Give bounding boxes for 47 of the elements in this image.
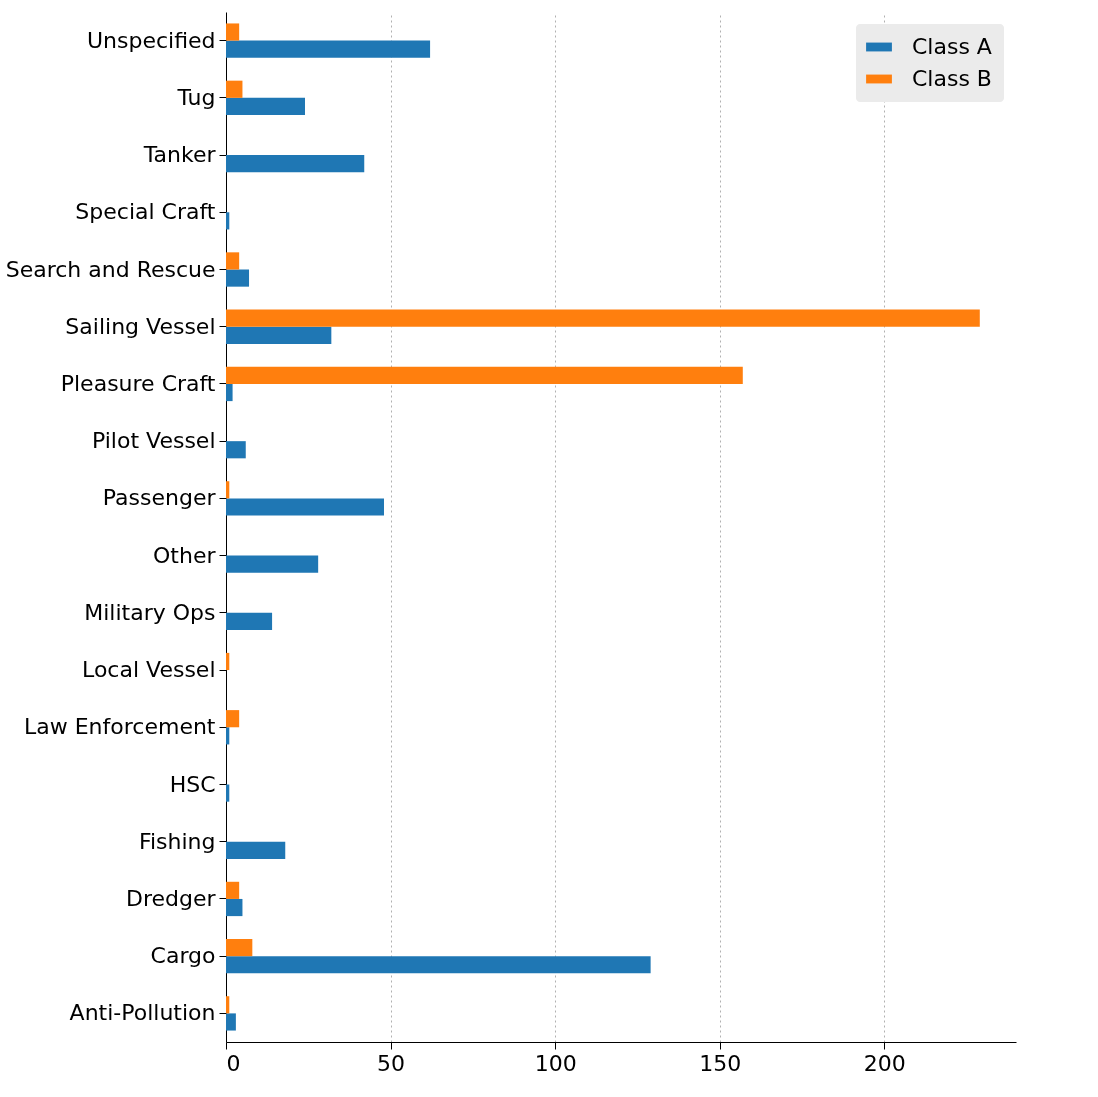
y-tick-label: Special Craft	[75, 199, 216, 225]
x-tick-label: 150	[699, 1050, 742, 1076]
y-tick-label: Tug	[176, 84, 216, 110]
bar	[226, 898, 243, 917]
bar	[226, 841, 286, 859]
y-tick-label: Pilot Vessel	[91, 428, 216, 454]
y-tick-label: Fishing	[138, 828, 216, 854]
bar	[226, 612, 273, 630]
bar	[226, 383, 233, 402]
x-tick-label: 0	[226, 1050, 241, 1076]
bar	[226, 441, 246, 459]
y-tick-label: Other	[153, 542, 217, 568]
y-tick-label: Cargo	[150, 943, 216, 969]
bar	[226, 555, 319, 573]
x-tick-label: 100	[534, 1050, 577, 1076]
bar	[226, 23, 240, 41]
bar	[226, 97, 305, 115]
y-tick-label: Anti-Pollution	[69, 1000, 216, 1026]
y-tick-label: Passenger	[102, 485, 217, 511]
bar	[226, 881, 240, 899]
y-tick-label: Sailing Vessel	[65, 313, 216, 339]
bar	[226, 40, 431, 58]
bar	[226, 939, 253, 957]
bar	[226, 326, 332, 344]
y-tick-label: Military Ops	[84, 599, 216, 625]
y-tick-label: Search and Rescue	[5, 256, 216, 282]
bar	[226, 366, 743, 384]
bar	[226, 498, 384, 516]
y-tick-label: Unspecified	[86, 27, 216, 53]
y-tick-label: Tanker	[142, 142, 217, 168]
bar	[226, 309, 980, 327]
bar	[226, 710, 240, 728]
bar	[226, 269, 250, 287]
x-tick-label: 200	[863, 1050, 906, 1076]
y-tick-label: Local Vessel	[82, 657, 216, 683]
legend-label: Class A	[912, 34, 992, 59]
bar	[226, 155, 365, 173]
y-tick-label: HSC	[169, 771, 216, 797]
y-tick-label: Dredger	[125, 885, 217, 911]
y-tick-label: Law Enforcement	[23, 714, 216, 740]
y-tick-label: Pleasure Craft	[60, 370, 216, 396]
bar	[226, 80, 243, 98]
x-tick-label: 50	[377, 1050, 406, 1076]
bar	[226, 252, 240, 270]
legend-label: Class B	[912, 66, 992, 91]
bar	[226, 1013, 236, 1031]
bar	[226, 956, 651, 974]
